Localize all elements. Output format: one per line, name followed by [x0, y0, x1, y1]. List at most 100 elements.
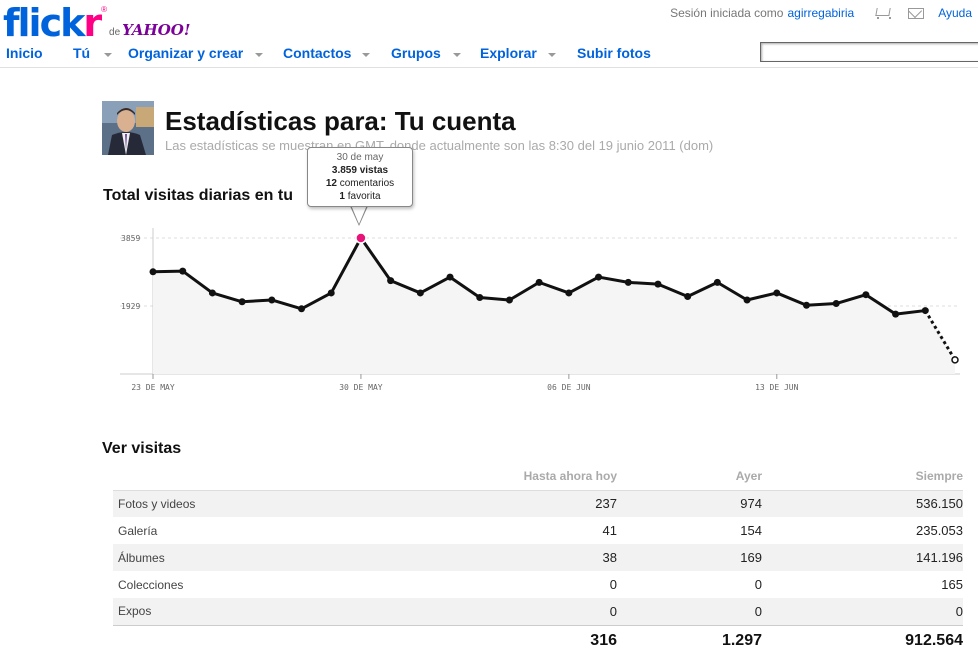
chart-section-title: Total visitas diarias en tu [103, 187, 293, 204]
chart-point [921, 307, 929, 315]
row-label[interactable]: Galería [118, 523, 158, 538]
chevron-down-icon[interactable] [255, 52, 264, 57]
page-subtitle: Las estadísticas se muestran en GMT, don… [165, 138, 714, 153]
main-nav: Inicio Tú Organizar y crear Contactos Gr… [0, 38, 978, 68]
chart-point [327, 289, 335, 297]
chart-point [149, 268, 157, 276]
x-tick-label: 23 DE MAY [131, 383, 175, 392]
chart-point [387, 277, 395, 285]
row-today: 38 [363, 544, 617, 571]
account-bar: Sesión iniciada como agirregabiria Ayuda [670, 6, 972, 20]
row-today: 41 [602, 523, 617, 538]
table-header-row: Hasta ahora hoy Ayer Siempre [113, 463, 963, 491]
flickr-logo[interactable]: flickr ® de YAHOO! [3, 1, 190, 45]
views-table: Hasta ahora hoy Ayer Siempre Fotos y vid… [113, 463, 963, 657]
nav-grupos[interactable]: Grupos [391, 45, 461, 61]
total-today: 316 [363, 624, 617, 657]
chart-y-ticks: 1929 3859 [121, 234, 140, 311]
nav-label: Inicio [6, 44, 43, 61]
chart-point [446, 273, 454, 281]
nav-subir-fotos[interactable]: Subir fotos [577, 45, 651, 61]
tooltip-tail-inner [351, 205, 367, 224]
mail-icon[interactable] [908, 7, 925, 19]
chart-point [208, 289, 216, 297]
column-header-today: Hasta ahora hoy [363, 463, 617, 491]
help-link[interactable]: Ayuda [938, 6, 972, 20]
column-header-always: Siempre [762, 463, 963, 491]
x-tick-label: 30 DE MAY [339, 383, 383, 392]
total-label [113, 624, 363, 657]
chart-point [832, 300, 840, 308]
column-header-yesterday: Ayer [617, 463, 762, 491]
row-yesterday: 0 [754, 577, 762, 592]
row-today: 0 [363, 598, 617, 625]
table-row: Expos 0 0 0 [113, 598, 963, 625]
nav-label: Explorar [480, 44, 537, 61]
row-today: 237 [363, 490, 617, 517]
total-yesterday: 1.297 [617, 624, 762, 657]
chart-point [595, 273, 603, 281]
row-label[interactable]: Colecciones [118, 577, 184, 592]
tooltip-comments: 12 comentarios [325, 178, 395, 189]
chart-point [773, 289, 781, 297]
table-total-row: 316 1.297 912.564 [113, 624, 963, 657]
daily-views-chart: 1929 3859 23 DE MAY 30 DE MAY 06 DE JUN 13 D… [120, 228, 960, 392]
nav-label: Subir fotos [577, 44, 651, 61]
chart-point [565, 289, 573, 297]
row-label[interactable]: Expos [113, 598, 363, 625]
avatar-image [102, 101, 154, 155]
x-tick-label: 06 DE JUN [547, 383, 591, 392]
cart-icon[interactable] [874, 7, 892, 19]
search-input[interactable] [760, 42, 978, 62]
page-title: Estadísticas para: Tu cuenta [165, 106, 516, 136]
chevron-down-icon[interactable] [452, 52, 461, 57]
tooltip-date: 30 de may [336, 152, 384, 163]
chevron-down-icon[interactable] [547, 52, 556, 57]
nav-label: Grupos [391, 44, 441, 61]
nav-organizar[interactable]: Organizar y crear [128, 45, 264, 61]
table-row: Álbumes 38 169 141.196 [113, 544, 963, 571]
chart-point [179, 267, 187, 275]
row-always: 0 [762, 598, 963, 625]
row-label[interactable]: Fotos y videos [113, 490, 363, 517]
total-always: 912.564 [762, 624, 963, 657]
chart-point [505, 296, 513, 304]
flickr-wordmark: flickr [3, 1, 102, 45]
row-yesterday: 0 [617, 598, 762, 625]
chart-point [416, 289, 424, 297]
chart-point [238, 298, 246, 306]
nav-explorar[interactable]: Explorar [480, 45, 556, 61]
chevron-down-icon[interactable] [362, 52, 371, 57]
avatar[interactable] [102, 101, 154, 155]
chart-point [268, 296, 276, 304]
table-row: Galería 41 154 235.053 [113, 517, 963, 544]
chart-point [862, 291, 870, 299]
y-tick-label: 3859 [121, 234, 140, 243]
y-tick-label: 1929 [121, 302, 140, 311]
registered-mark: ® [101, 5, 108, 14]
chart-point [743, 296, 751, 304]
row-yesterday: 154 [740, 523, 762, 538]
chevron-down-icon[interactable] [104, 52, 113, 57]
chart-point-highlight [355, 232, 367, 244]
x-tick-label: 13 DE JUN [755, 383, 799, 392]
username-link[interactable]: agirregabiria [787, 6, 855, 20]
chart-point [951, 356, 959, 364]
tooltip-views: 3.859 vistas [331, 165, 389, 176]
row-always: 165 [941, 577, 963, 592]
chart-point [298, 305, 306, 313]
chart-point [476, 294, 484, 302]
chart-point [535, 278, 543, 286]
nav-contactos[interactable]: Contactos [283, 45, 371, 61]
logo-de-text: de [109, 27, 121, 38]
tooltip-favs: 1 favorita [339, 191, 381, 202]
nav-label: Tú [73, 44, 91, 61]
row-label[interactable]: Álbumes [113, 544, 363, 571]
chart-points [149, 232, 959, 364]
nav-inicio[interactable]: Inicio [6, 45, 43, 61]
row-always: 235.053 [916, 523, 963, 538]
chart-point [654, 280, 662, 288]
session-text: Sesión iniciada como [670, 6, 784, 20]
nav-tu[interactable]: Tú [73, 44, 113, 61]
chart-point [624, 278, 632, 286]
